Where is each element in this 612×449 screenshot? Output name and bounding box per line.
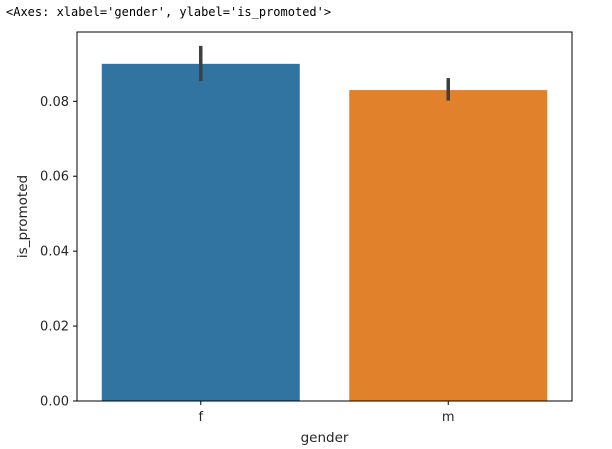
y-tick-label: 0.00	[40, 395, 69, 410]
y-tick-label: 0.06	[40, 170, 69, 185]
output-header: <Axes: xlabel='gender', ylabel='is_promo…	[6, 5, 332, 19]
y-axis: 0.00 0.02 0.04 0.06 0.08	[40, 95, 77, 410]
x-tick-label-f: f	[198, 410, 203, 425]
y-tick-label: 0.08	[40, 95, 69, 110]
bars	[101, 63, 548, 402]
bar-m	[349, 90, 548, 402]
bar-f	[101, 63, 300, 401]
y-tick-label: 0.02	[40, 320, 69, 335]
plot-frame	[76, 31, 573, 402]
x-tick-label-m: m	[442, 410, 455, 425]
x-axis-label: gender	[301, 430, 349, 446]
y-axis-label: is_promoted	[15, 175, 31, 258]
error-bars	[199, 45, 450, 101]
y-tick-label: 0.04	[40, 245, 69, 260]
